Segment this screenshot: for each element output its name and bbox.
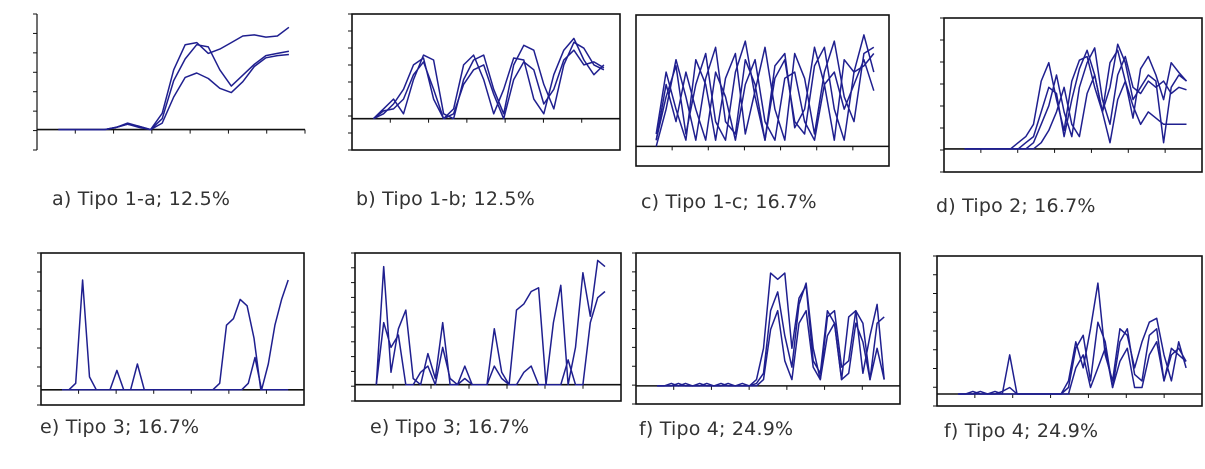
chart-caption: e) Tipo 3; 16.7% [370,416,530,438]
chart-caption: f) Tipo 4; 24.9% [639,418,794,440]
chart-caption: f) Tipo 4; 24.9% [944,420,1099,442]
chart-caption: a) Tipo 1-a; 12.5% [52,188,231,210]
series-line [958,341,1187,395]
chart-caption: e) Tipo 3; 16.7% [40,416,200,438]
chart-caption: c) Tipo 1-c; 16.7% [641,191,817,213]
plot-frame [936,255,1203,407]
series-line [958,282,1187,395]
chart-caption: b) Tipo 1-b; 12.5% [356,188,535,210]
chart-caption: d) Tipo 2; 16.7% [936,195,1096,217]
series-line [958,321,1187,395]
